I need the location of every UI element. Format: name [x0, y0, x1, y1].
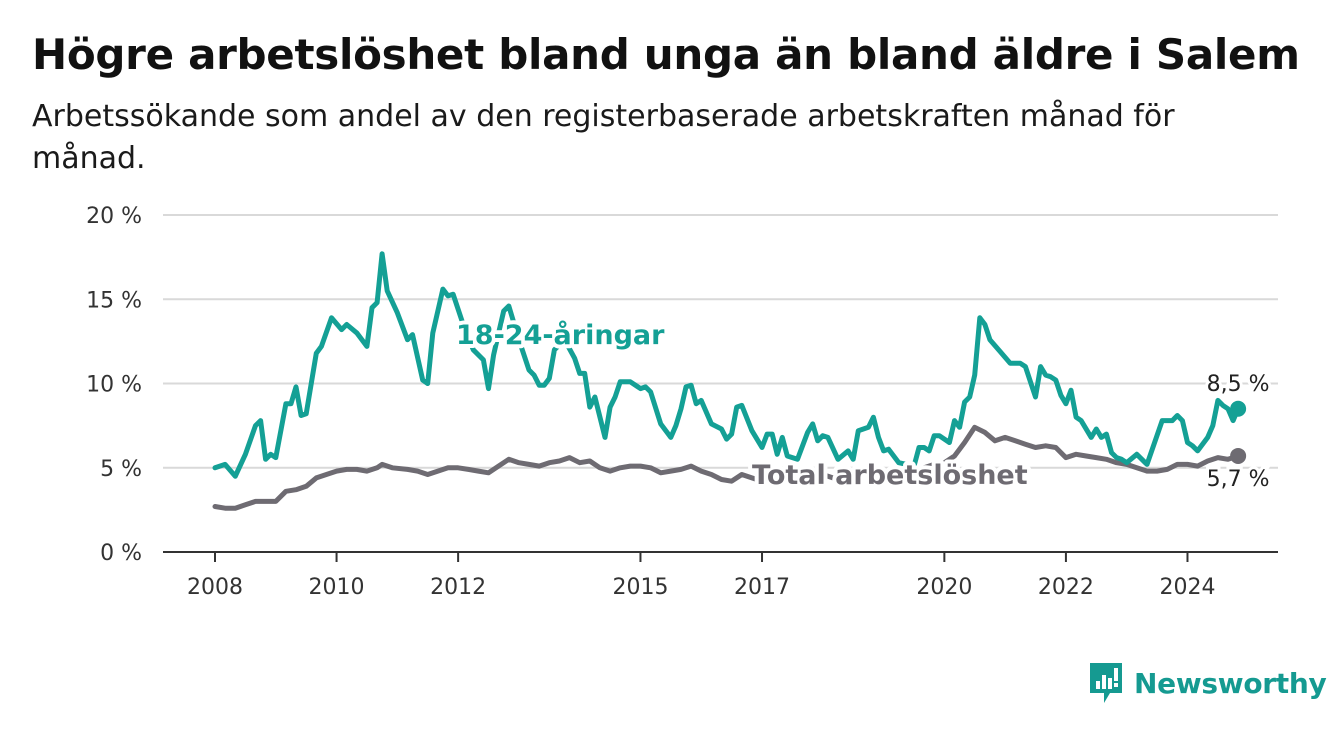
brand-logo: Newsworthy	[1088, 660, 1327, 706]
chart-subtitle: Arbetssökande som andel av den registerb…	[32, 99, 1175, 176]
end-point-youth	[1230, 400, 1247, 417]
series-line-total	[212, 424, 1241, 511]
series-label-youth: 18-24-åringar	[456, 319, 665, 351]
end-value-total: 5,7 %	[1207, 467, 1270, 492]
series-line-youth	[212, 251, 1241, 479]
x-tick-label: 2022	[1038, 575, 1094, 600]
x-tick-label: 2020	[916, 575, 972, 600]
x-tick-label: 2015	[612, 575, 668, 600]
x-tick-label: 2012	[430, 575, 486, 600]
end-value-youth: 8,5 %	[1207, 372, 1270, 397]
x-tick-label: 2008	[187, 575, 243, 600]
x-tick-label: 2010	[309, 575, 365, 600]
series-label-total: Total arbetslöshet	[752, 460, 1028, 491]
series-lines	[212, 251, 1247, 511]
page-title: Högre arbetslöshet bland unga än bland ä…	[32, 30, 1300, 79]
y-tick-label: 5 %	[100, 457, 142, 482]
x-tick-label: 2024	[1159, 575, 1215, 600]
end-point-total	[1230, 447, 1247, 464]
x-axis: 2008 2010 2012 2015 2017 2020 2022 2024	[163, 551, 1278, 600]
brand-name: Newsworthy	[1134, 666, 1327, 700]
y-tick-label: 20 %	[86, 204, 142, 229]
y-tick-label: 10 %	[86, 373, 142, 398]
y-tick-label: 0 %	[100, 541, 142, 566]
newsworthy-logo-icon	[1090, 663, 1122, 703]
x-tick-label: 2017	[734, 575, 790, 600]
series-labels: 18-24-åringar Total arbetslöshet 8,5 % 5,7 …	[452, 315, 1273, 495]
y-tick-label: 15 %	[86, 288, 142, 313]
y-axis-labels: 0 % 5 % 10 % 15 % 20 %	[86, 204, 142, 566]
